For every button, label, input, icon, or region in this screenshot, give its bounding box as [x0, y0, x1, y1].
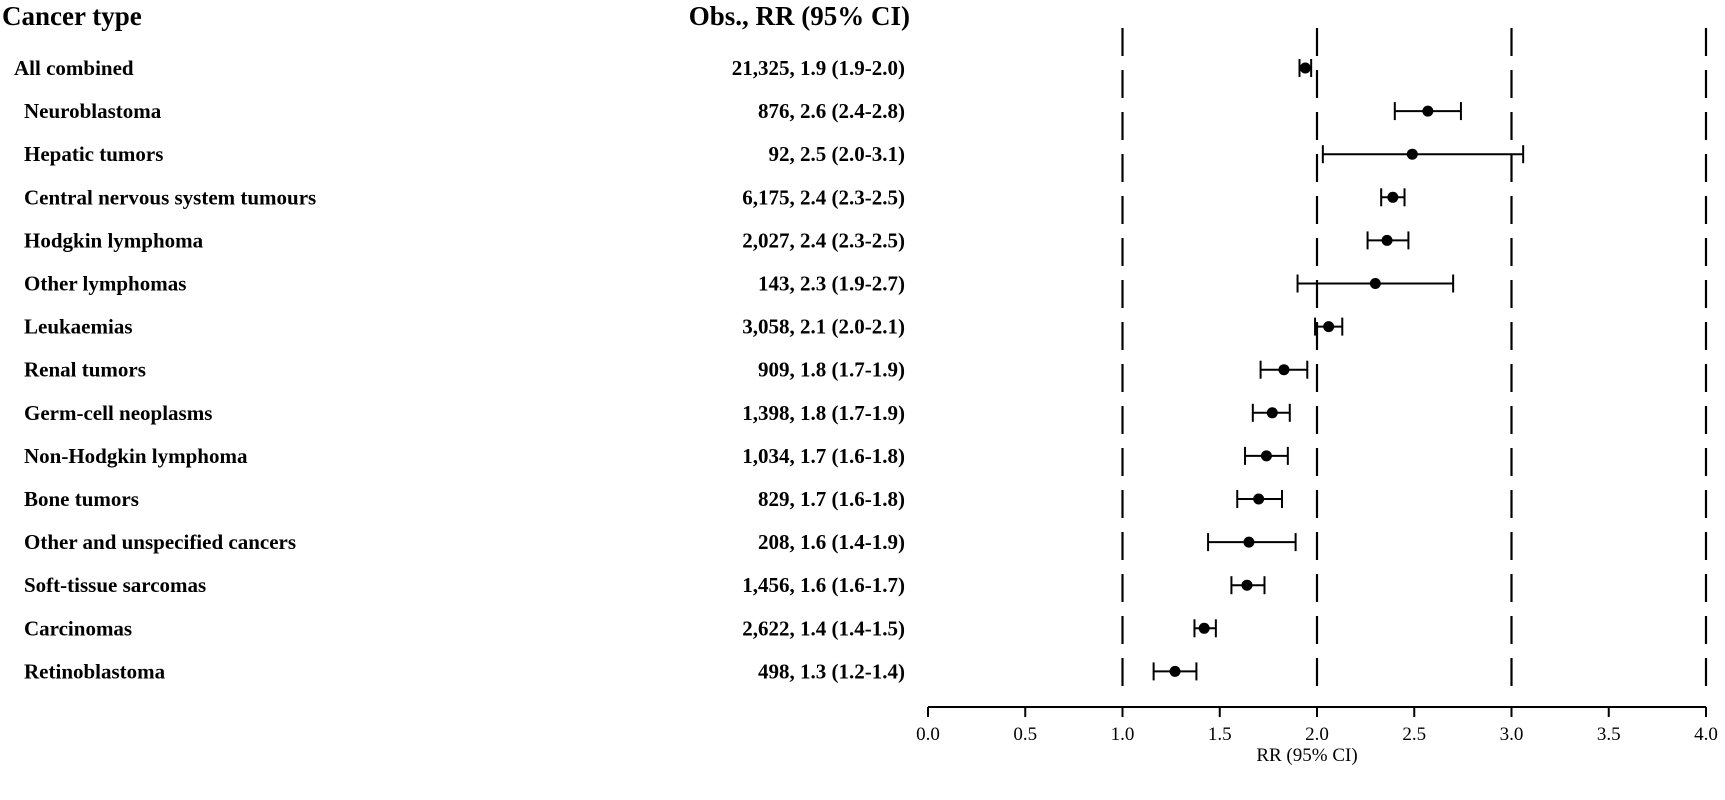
row-stat: 498, 1.3 (1.2-1.4) [758, 659, 905, 683]
row-stat: 909, 1.8 (1.7-1.9) [758, 358, 905, 382]
reference-lines [1121, 28, 1708, 700]
row-stat: 143, 2.3 (1.9-2.7) [758, 272, 905, 296]
row-stat: 92, 2.5 (2.0-3.1) [769, 142, 905, 166]
row-stat: 2,622, 1.4 (1.4-1.5) [742, 616, 905, 640]
row-stat: 1,034, 1.7 (1.6-1.8) [742, 444, 905, 468]
row-label: Bone tumors [24, 487, 139, 511]
forest-row: Leukaemias 3,058, 2.1 (2.0-2.1) [24, 315, 1344, 339]
x-tick-label: 3.5 [1597, 724, 1621, 745]
row-label: Non-Hodgkin lymphoma [24, 444, 248, 468]
row-label: Renal tumors [24, 358, 146, 382]
rr-point [1266, 407, 1278, 419]
header-cancer-type: Cancer type [2, 1, 142, 31]
row-label: Carcinomas [24, 616, 132, 640]
row-stat: 6,175, 2.4 (2.3-2.5) [742, 185, 905, 209]
x-tick-label: 4.0 [1694, 724, 1718, 745]
row-label: Retinoblastoma [24, 659, 166, 683]
row-stat: 876, 2.6 (2.4-2.8) [758, 99, 905, 123]
rr-point [1406, 148, 1418, 160]
forest-rows: All combined 21,325, 1.9 (1.9-2.0) Neurobl… [14, 56, 1525, 683]
row-label: Leukaemias [24, 315, 133, 339]
x-tick-label: 1.0 [1111, 724, 1135, 745]
row-label: Soft-tissue sarcomas [24, 573, 206, 597]
row-stat: 21,325, 1.9 (1.9-2.0) [732, 56, 905, 80]
row-label: All combined [14, 56, 134, 80]
rr-point [1387, 191, 1399, 203]
forest-row: Non-Hodgkin lymphoma 1,034, 1.7 (1.6-1.8) [24, 444, 1289, 468]
rr-point [1241, 579, 1253, 591]
rr-point [1169, 665, 1181, 677]
row-stat: 2,027, 2.4 (2.3-2.5) [742, 228, 905, 252]
row-stat: 208, 1.6 (1.4-1.9) [758, 530, 905, 554]
x-tick-label: 0.5 [1013, 724, 1037, 745]
forest-row: Renal tumors 909, 1.8 (1.7-1.9) [24, 358, 1309, 382]
row-label: Hepatic tumors [24, 142, 163, 166]
forest-row: Hodgkin lymphoma 2,027, 2.4 (2.3-2.5) [24, 228, 1410, 252]
rr-point [1278, 364, 1290, 376]
x-tick-label: 2.5 [1402, 724, 1426, 745]
row-label: Hodgkin lymphoma [24, 228, 204, 252]
forest-row: Germ-cell neoplasms 1,398, 1.8 (1.7-1.9) [24, 401, 1291, 425]
row-label: Germ-cell neoplasms [24, 401, 212, 425]
forest-row: Hepatic tumors 92, 2.5 (2.0-3.1) [24, 142, 1525, 166]
rr-point [1381, 234, 1393, 246]
x-tick-label: 1.5 [1208, 724, 1232, 745]
row-stat: 3,058, 2.1 (2.0-2.1) [742, 315, 905, 339]
forest-row: Other and unspecified cancers 208, 1.6 (1… [24, 530, 1297, 554]
rr-point [1422, 105, 1434, 117]
rr-point [1253, 493, 1265, 505]
forest-row: Soft-tissue sarcomas 1,456, 1.6 (1.6-1.7) [24, 573, 1266, 597]
row-stat: 1,398, 1.8 (1.7-1.9) [742, 401, 905, 425]
forest-row: Neuroblastoma 876, 2.6 (2.4-2.8) [24, 99, 1462, 123]
rr-point [1198, 622, 1210, 634]
row-label: Central nervous system tumours [24, 185, 316, 209]
rr-point [1369, 278, 1381, 289]
x-tick-label: 0.0 [916, 724, 940, 745]
row-label: Other lymphomas [24, 272, 186, 296]
x-tick-label: 3.0 [1500, 724, 1524, 745]
forest-row: Bone tumors 829, 1.7 (1.6-1.8) [24, 487, 1283, 511]
row-stat: 829, 1.7 (1.6-1.8) [758, 487, 905, 511]
forest-row: Carcinomas 2,622, 1.4 (1.4-1.5) [24, 616, 1217, 640]
x-axis-title: RR (95% CI) [1256, 745, 1357, 766]
rr-point [1323, 321, 1335, 333]
row-label: Neuroblastoma [24, 99, 162, 123]
header-obs-rr: Obs., RR (95% CI) [689, 1, 910, 31]
row-stat: 1,456, 1.6 (1.6-1.7) [742, 573, 905, 597]
forest-row: All combined 21,325, 1.9 (1.9-2.0) [14, 56, 1313, 80]
row-label: Other and unspecified cancers [24, 530, 296, 554]
x-tick-label: 2.0 [1305, 724, 1329, 745]
rr-point [1243, 536, 1255, 548]
forest-row: Retinoblastoma 498, 1.3 (1.2-1.4) [24, 659, 1198, 683]
forest-row: Other lymphomas 143, 2.3 (1.9-2.7) [24, 272, 1455, 296]
rr-point [1299, 62, 1311, 74]
x-axis: 0.0 0.5 1.0 1.5 2.0 2.5 3.0 3.5 4.0 [916, 706, 1718, 745]
forest-row: Central nervous system tumours 6,175, 2.4… [24, 185, 1406, 209]
rr-point [1260, 450, 1272, 462]
